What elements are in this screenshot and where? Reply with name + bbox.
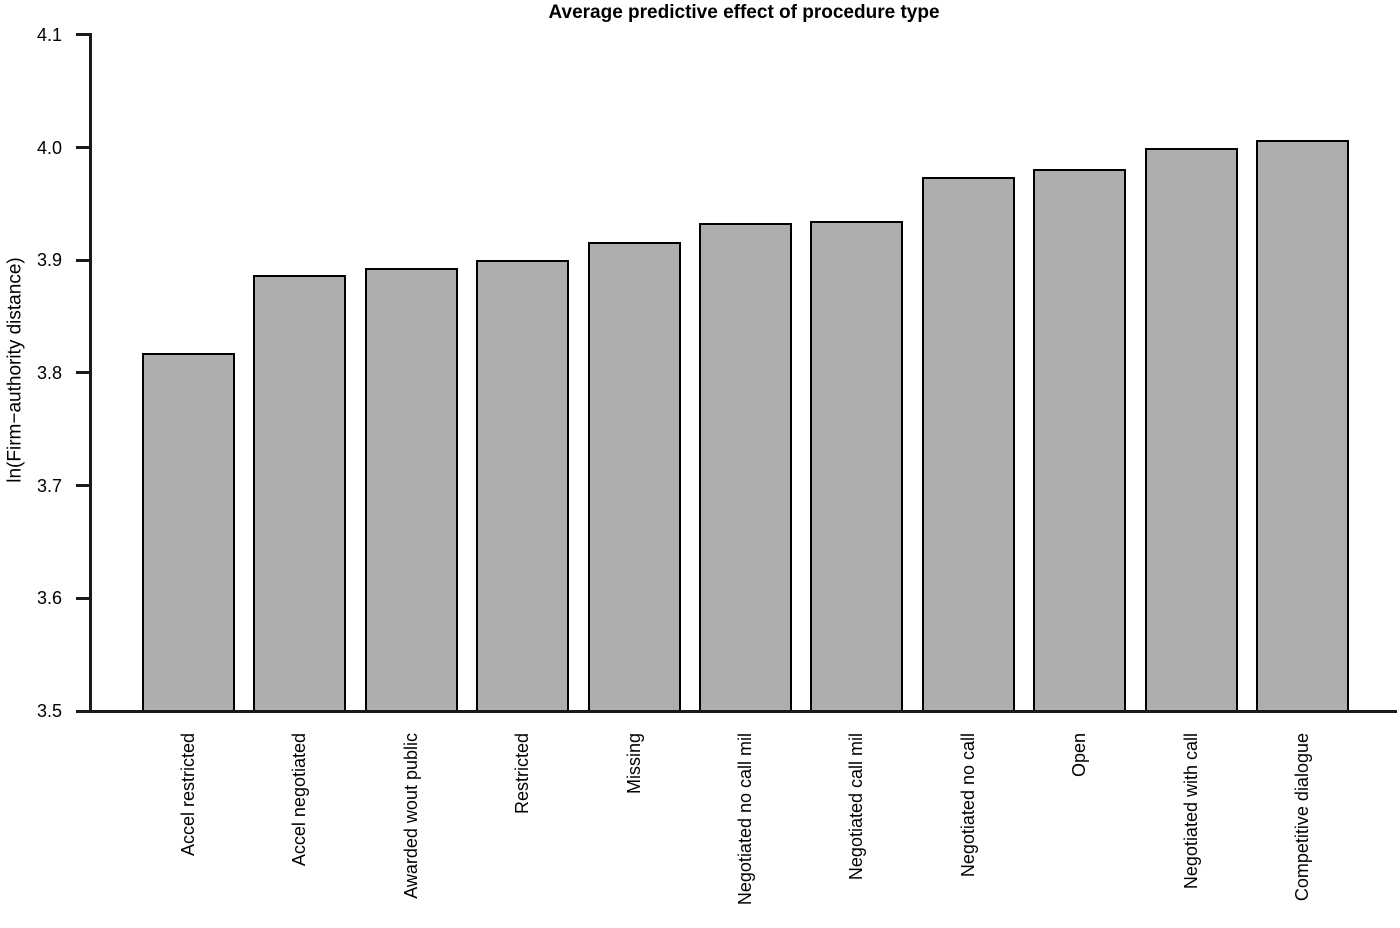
bar-missing <box>587 242 681 712</box>
bar-accel-restricted <box>142 352 235 712</box>
x-tick-label-accel-restricted: Accel restricted <box>178 733 198 857</box>
bar-restricted <box>476 260 570 712</box>
x-tick-label-restricted: Restricted <box>512 733 533 815</box>
y-tick-label: 3.6 <box>36 588 62 609</box>
bar-negotiated-call-mil <box>810 220 904 712</box>
y-tick-mark <box>76 484 89 488</box>
x-tick-label-open: Open <box>1069 733 1090 778</box>
y-tick-mark <box>76 371 89 375</box>
x-tick-label-missing: Missing <box>623 733 644 795</box>
x-tick-label-negotiated-no-call: Negotiated no call <box>957 733 978 878</box>
x-tick-label-negotiated-with-call: Negotiated with call <box>1180 733 1201 890</box>
bar-awarded-wout-public <box>364 268 458 712</box>
bar-negotiated-no-call-mil <box>699 223 792 712</box>
x-tick-label-awarded-wout-public: Awarded wout public <box>400 733 421 899</box>
y-tick-mark <box>76 258 89 262</box>
y-tick-label: 3.9 <box>36 250 62 271</box>
y-tick-mark <box>76 146 89 150</box>
bar-open <box>1033 169 1127 712</box>
bar-accel-negotiated <box>253 274 347 712</box>
x-tick-label-negotiated-no-call-mil: Negotiated no call mil <box>735 733 755 906</box>
y-tick-label: 4.0 <box>36 137 62 158</box>
y-tick-label: 3.5 <box>36 701 62 721</box>
bar-competitive-dialogue <box>1256 139 1349 712</box>
y-tick-mark <box>76 596 89 600</box>
x-axis-line <box>89 710 1397 713</box>
y-tick-label: 4.1 <box>36 24 62 45</box>
y-tick-mark <box>76 709 89 713</box>
y-tick-mark <box>76 33 89 37</box>
x-tick-label-negotiated-call-mil: Negotiated call mil <box>846 733 867 881</box>
bar-negotiated-no-call <box>921 176 1015 712</box>
x-tick-label-accel-negotiated: Accel negotiated <box>289 733 310 867</box>
y-tick-label: 3.8 <box>36 362 62 383</box>
chart-title: Average predictive effect of procedure t… <box>548 2 940 23</box>
bar-negotiated-with-call <box>1144 147 1238 712</box>
x-tick-label-competitive-dialogue: Competitive dialogue <box>1292 733 1312 902</box>
y-tick-label: 3.7 <box>36 475 62 496</box>
y-axis-line <box>89 33 92 713</box>
